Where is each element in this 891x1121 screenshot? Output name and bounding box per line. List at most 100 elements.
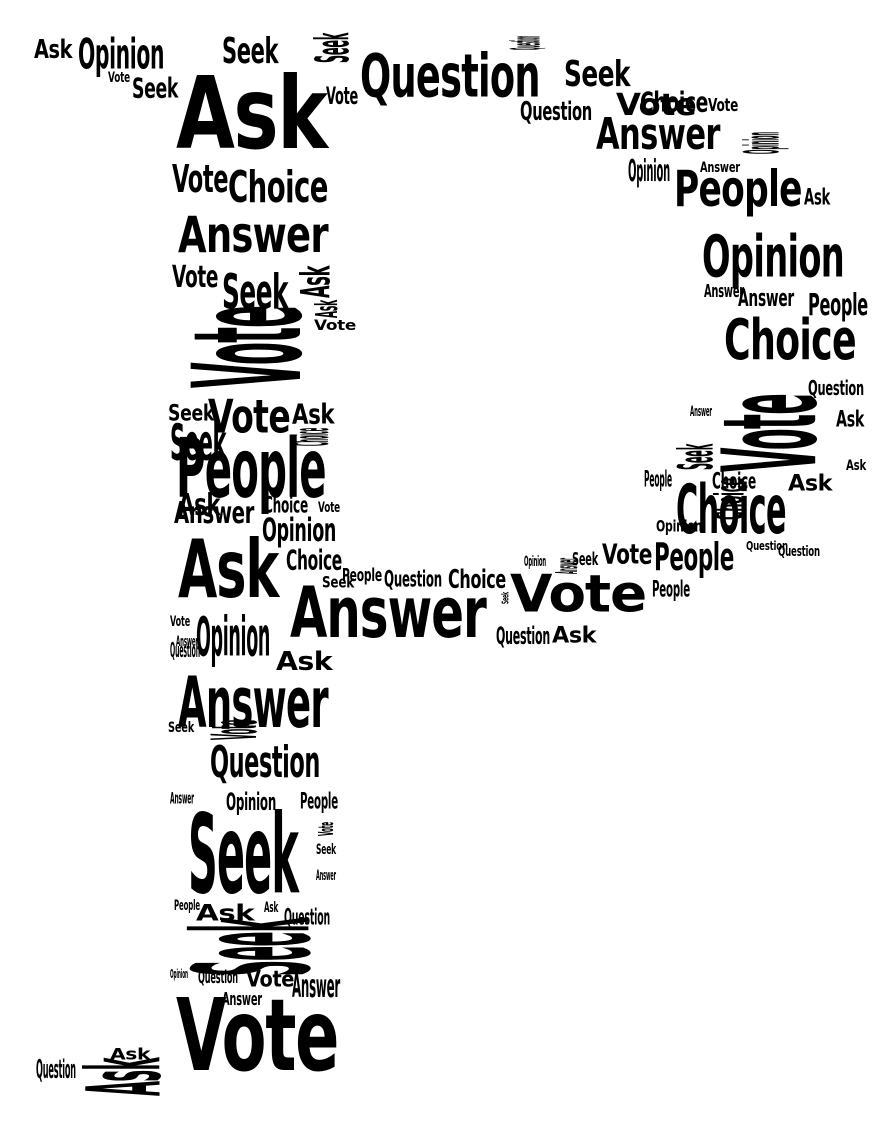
cloud-word-seek: Seek [170,413,227,472]
cloud-word-seek: Seek [222,29,279,72]
cloud-word-opinion: Opinion [170,966,189,981]
cloud-word-people: People [652,576,690,602]
cloud-word-ask: Ask [178,522,279,617]
cloud-word-vote: Vote [318,498,341,516]
cloud-word-vote: Vote [208,389,291,444]
cloud-word-answer: Answer [738,283,794,312]
cloud-word-answer: Answer [292,967,340,1005]
cloud-word-opinion: Opinion [196,605,271,669]
cloud-word-question: Question [502,36,550,50]
cloud-word-question: Question [198,966,238,988]
cloud-word-vote: Vote [616,87,697,123]
cloud-word-seek: Seek [132,71,179,105]
cloud-word-opinion: Opinion [262,511,337,549]
cloud-word-seek: Seek [168,400,215,426]
cloud-word-seek: Seek [316,840,337,858]
cloud-word-opinion: Opinion [656,516,703,536]
cloud-word-question: Question [284,904,330,930]
cloud-word-seek: Seek [222,263,289,320]
cloud-word-ask: Ask [196,900,255,926]
cloud-word-choice: Choice [676,469,787,550]
cloud-word-seek: Seek [322,572,355,592]
cloud-word-ask: Ask [176,55,328,172]
cloud-word-choice: Choice [712,468,756,494]
cloud-word-choice: Choice [228,161,328,213]
cloud-word-ask: Ask [804,184,831,210]
cloud-word-vote: Vote [708,94,739,116]
cloud-word-answer: Answer [290,571,487,654]
cloud-word-opinion: Opinion [628,153,671,189]
cloud-word-question: Question [170,638,200,662]
cloud-word-question: Question [360,40,541,111]
cloud-word-question: Question [36,1053,76,1085]
cloud-word-opinion: Opinion [733,131,790,154]
cloud-word-vote: Vote [172,259,219,295]
cloud-word-ask: Ask [788,470,833,496]
cloud-word-question: Question [210,736,320,788]
cloud-word-ask: Ask [552,622,597,648]
cloud-word-people: People [300,788,338,814]
cloud-word-people: People [342,564,382,586]
cloud-word-people: People [808,287,868,323]
cloud-word-opinion: Opinion [702,222,845,291]
cloud-word-answer: Answer [704,280,744,302]
cloud-word-vote: Vote [160,305,337,388]
cloud-word-ask: Ask [846,456,867,474]
cloud-word-answer: Answer [316,866,336,884]
cloud-word-vote: Vote [314,821,338,836]
cloud-word-answer: Answer [178,661,329,744]
cloud-word-answer: Answer [596,108,721,160]
cloud-word-answer: Answer [222,988,262,1010]
cloud-word-seek: Seek [499,591,511,604]
cloud-word-question: Question [520,95,592,127]
cloud-word-ask: Ask [276,645,333,677]
cloud-word-seek: Seek [188,790,299,919]
cloud-word-ask: Ask [110,1044,151,1064]
cloud-word-vote: Vote [314,316,357,334]
cloud-word-choice: Choice [724,306,857,373]
cloud-word-question: Question [808,376,864,400]
cloud-word-choice: Choice [448,563,506,595]
cloud-word-vote: Vote [172,156,229,202]
cloud-word-people: People [654,534,734,580]
cloud-word-people: People [174,896,200,914]
cloud-word-answer: Answer [700,158,740,176]
cloud-word-people: People [644,466,672,492]
cloud-word-vote: Vote [326,81,359,110]
cloud-word-ask: Ask [178,487,221,523]
cloud-word-ask: Ask [292,265,340,298]
cloud-word-choice: Choice [286,543,342,577]
cloud-word-vote: Vote [170,612,191,630]
cloud-word-ask: Ask [836,406,865,432]
cloud-word-question: Question [778,542,820,560]
cloud-word-answer: Answer [690,402,712,420]
cloud-word-people: People [674,159,803,218]
cloud-word-vote: Vote [246,966,295,992]
cloud-word-answer: Answer [174,495,254,531]
cloud-word-ask: Ask [64,1057,185,1096]
cloud-word-vote: Vote [176,977,339,1094]
cloud-word-question: Question [384,566,442,592]
cloud-word-answer: Answer [170,788,194,808]
cloud-word-question: Question [496,621,550,650]
cloud-word-opinion: Opinion [524,552,547,570]
cloud-word-question: Question [746,538,788,553]
cloud-word-ask: Ask [34,33,73,65]
cloud-word-seek: Seek [168,718,195,736]
cloud-word-vote: Vote [510,563,647,625]
cloud-word-choice: Choice [264,492,308,518]
cloud-word-seek: Seek [667,443,724,470]
cloud-word-opinion: Opinion [226,787,277,816]
cloud-word-seek: Seek [572,548,599,570]
cloud-word-vote: Vote [694,393,847,472]
cloud-word-answer: Answer [176,632,198,650]
cloud-word-ask: Ask [264,898,279,916]
cloud-word-vote: Vote [602,537,653,571]
cloud-word-answer: Answer [178,205,329,264]
cloud-word-choice: Choice [640,85,708,119]
cloud-word-seek: Seek [564,52,631,95]
cloud-word-ask: Ask [292,397,335,431]
cloud-word-opinion: Opinion [78,29,165,79]
cloud-word-vote: Vote [108,68,131,86]
